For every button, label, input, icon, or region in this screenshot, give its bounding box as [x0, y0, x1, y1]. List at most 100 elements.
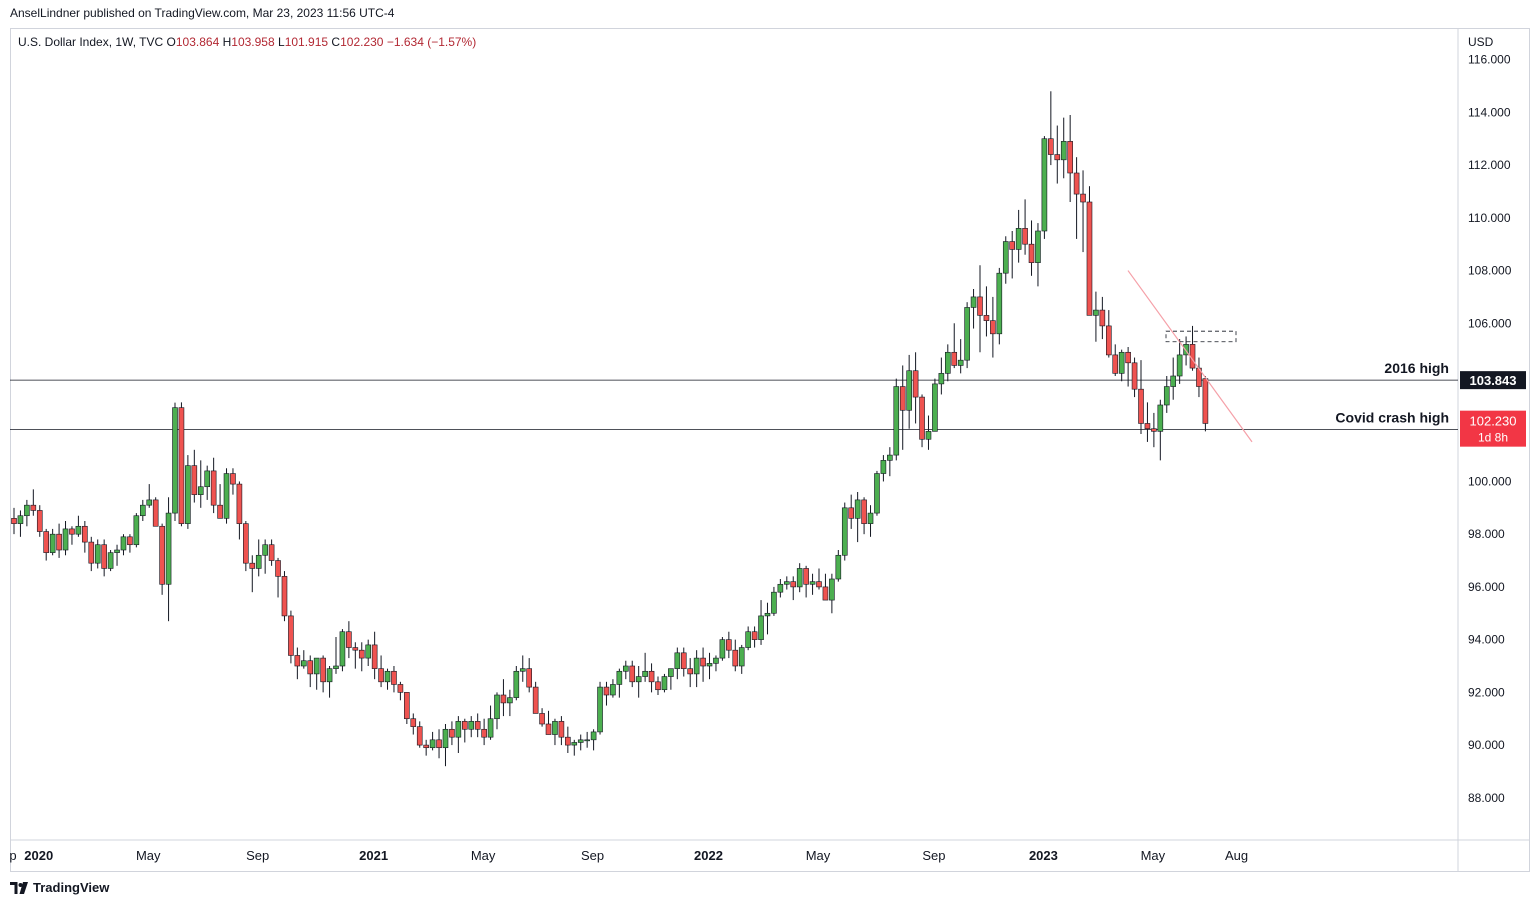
candle-body	[944, 351, 951, 374]
candle-body	[912, 370, 919, 398]
candle-body	[326, 668, 333, 683]
candle-body	[1170, 375, 1176, 387]
candle-body	[919, 396, 925, 440]
candle-body	[120, 536, 127, 551]
candle-body	[906, 370, 912, 411]
candle-body	[899, 386, 906, 411]
candle-body	[1080, 193, 1086, 203]
y-tick-label: 114.000	[1468, 105, 1511, 119]
x-tick-label: May	[806, 848, 831, 863]
candle-body	[642, 670, 648, 677]
candle-body	[507, 697, 513, 704]
open-value: 103.864	[175, 35, 220, 49]
candle-body	[1163, 386, 1170, 406]
y-tick-label: 92.000	[1468, 685, 1505, 699]
candle-body	[622, 665, 629, 672]
candle-body	[957, 359, 964, 366]
candle-body	[494, 694, 500, 720]
candle-body	[822, 586, 829, 601]
x-tick-label: May	[471, 848, 496, 863]
last-price-label: 102.230	[1470, 414, 1517, 429]
candle-body	[577, 739, 584, 743]
x-tick-label: 2022	[694, 848, 723, 863]
candle-body	[133, 515, 140, 546]
candle-body	[1099, 309, 1106, 327]
candle-body	[185, 465, 191, 524]
candle-body	[1060, 141, 1067, 161]
candle-body	[1073, 172, 1080, 195]
x-tick-label: 2023	[1029, 848, 1058, 863]
candle-body	[803, 568, 809, 585]
candle-body	[829, 578, 835, 601]
candle-body	[140, 504, 146, 517]
candle-body	[397, 684, 404, 693]
candle-body	[732, 649, 739, 667]
candle-body	[1131, 362, 1138, 390]
candle-body	[809, 581, 816, 585]
candle-body	[796, 568, 803, 588]
candle-body	[442, 728, 449, 749]
downtrend-line	[1127, 270, 1253, 443]
candle-body	[552, 721, 558, 735]
currency-label: USD	[1468, 35, 1494, 49]
candle-body	[526, 668, 533, 688]
candle-body	[848, 507, 855, 519]
candle-body	[249, 562, 256, 569]
candle-body	[661, 676, 668, 691]
candle-body	[307, 660, 314, 675]
candle-body	[674, 652, 681, 669]
candle-body	[281, 576, 288, 617]
candle-body	[867, 512, 874, 524]
candle-body	[1151, 428, 1157, 432]
candle-body	[43, 531, 50, 553]
candle-body	[1048, 138, 1054, 155]
y-tick-label: 106.000	[1468, 316, 1512, 330]
candle-body	[11, 518, 17, 524]
ohlc-values: O103.864 H103.958 L101.915 C102.230 −1.6…	[166, 35, 477, 49]
candle-body	[152, 499, 159, 527]
candle-body	[300, 660, 307, 667]
candle-body	[449, 728, 455, 738]
candle-body	[82, 525, 88, 543]
x-tick-label: May	[136, 848, 161, 863]
candle-body	[371, 644, 378, 669]
candle-body	[461, 721, 468, 730]
candle-body	[378, 668, 384, 683]
tradingview-footer[interactable]: TradingView	[10, 880, 109, 895]
candle-body	[519, 668, 526, 672]
candle-body	[17, 515, 24, 524]
candle-body	[977, 296, 983, 316]
candle-body	[455, 721, 462, 738]
candle-body	[558, 721, 565, 738]
y-tick-label: 116.000	[1468, 53, 1511, 67]
candle-body	[610, 684, 616, 696]
candle-body	[333, 665, 339, 669]
candle-body	[1009, 241, 1016, 250]
candle-body	[217, 504, 223, 519]
candle-body	[783, 581, 790, 585]
candle-body	[275, 560, 281, 577]
x-tick-label: Sep	[922, 848, 945, 863]
candle-body	[410, 718, 417, 727]
candle-body	[230, 473, 236, 485]
x-tick-label: Sep	[246, 848, 269, 863]
candle-body	[571, 742, 578, 746]
candle-body	[346, 631, 352, 648]
candle-body	[62, 528, 69, 551]
candle-body	[365, 644, 372, 659]
candle-body	[700, 657, 706, 667]
candle-body	[481, 728, 487, 738]
candle-body	[1041, 138, 1048, 232]
candle-body	[94, 544, 101, 564]
candle-body	[107, 552, 114, 569]
candle-body	[1035, 230, 1041, 263]
candle-body	[204, 470, 210, 488]
candle-body	[288, 615, 294, 656]
candle-body	[1157, 404, 1164, 432]
candle-body	[861, 499, 867, 524]
candle-body	[880, 460, 887, 474]
symbol-legend: U.S. Dollar Index, 1W, TVC O103.864 H103…	[18, 35, 476, 49]
candle-body	[243, 523, 249, 564]
y-tick-label: 100.000	[1468, 474, 1512, 488]
